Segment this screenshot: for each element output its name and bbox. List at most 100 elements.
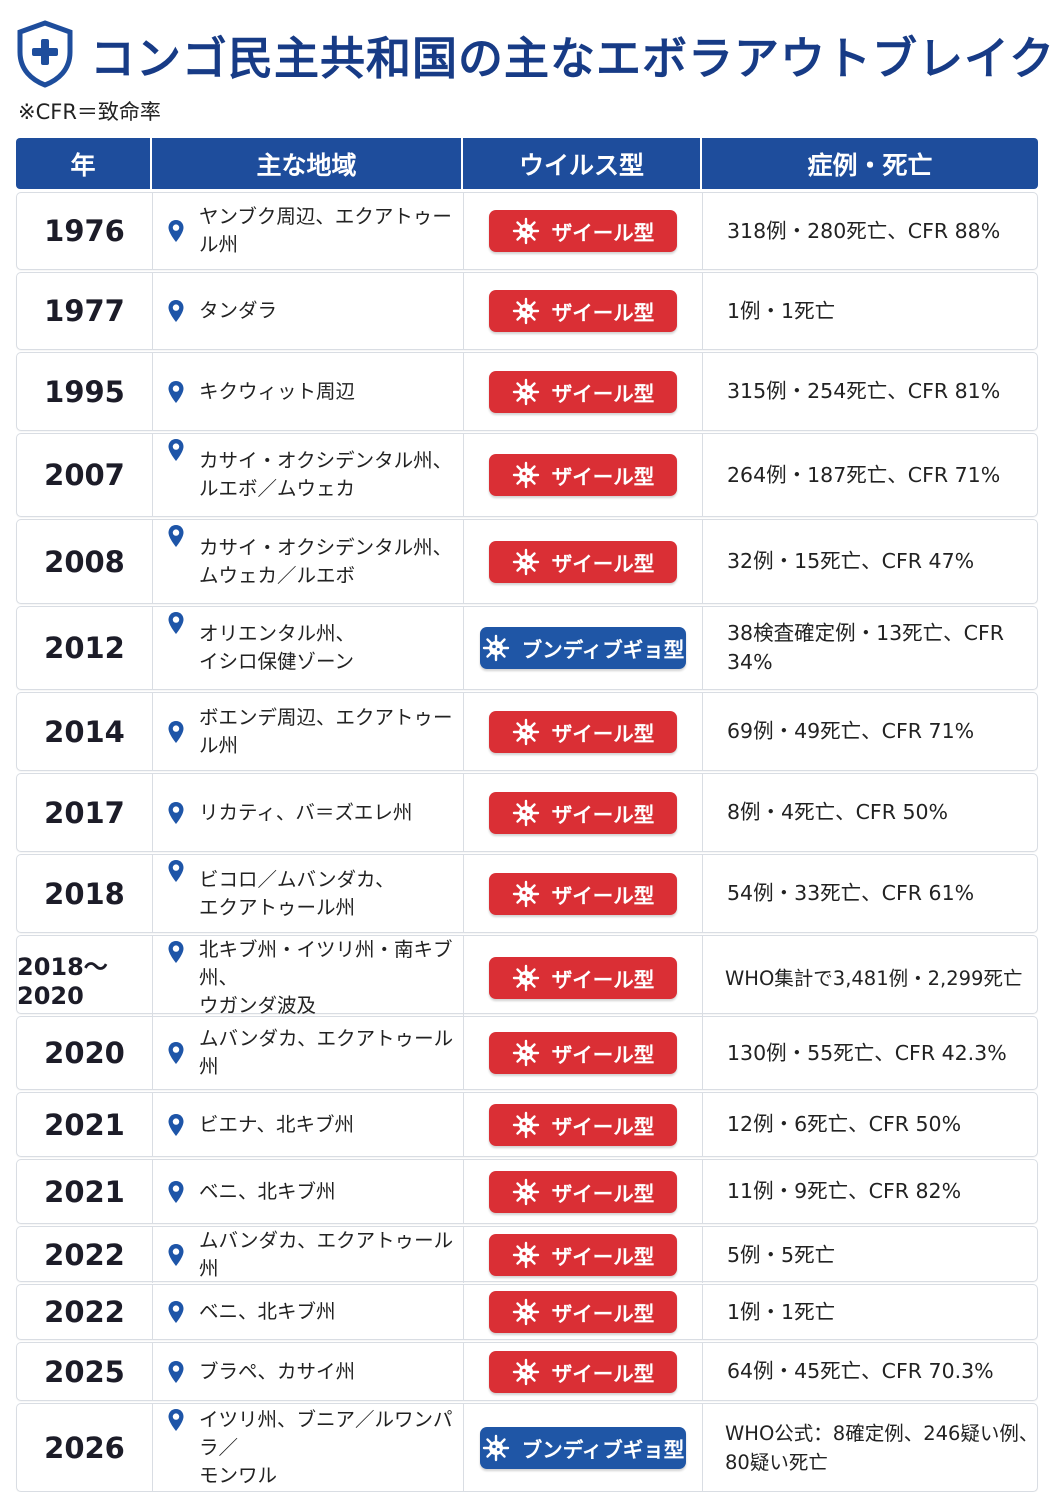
- virus-type-badge: ザイール型: [489, 1350, 677, 1393]
- year-cell: 2021: [17, 1160, 153, 1223]
- virus-type-cell: ザイール型: [464, 353, 703, 430]
- virus-icon: [512, 548, 539, 575]
- region-text: オリエンタル州、 イシロ保健ゾーン: [199, 622, 356, 673]
- virus-type-label: ザイール型: [551, 301, 655, 325]
- cases-cell: WHO公式：8確定例、246疑い例、 80疑い死亡: [725, 1421, 1039, 1474]
- year-cell: 1977: [17, 273, 153, 349]
- virus-type-label: ザイール型: [551, 883, 655, 908]
- virus-type-badge: ザイール型: [489, 1234, 677, 1276]
- virus-type-cell: ザイール型: [464, 193, 703, 269]
- year-cell: 2021: [17, 1093, 153, 1156]
- virus-type-badge: ザイール型: [489, 1103, 677, 1146]
- table-row-2022: 2022 ベニ、北キブ州: [16, 1284, 1038, 1340]
- virus-icon: [482, 1434, 509, 1461]
- region-text: キクウィット周辺: [199, 379, 356, 403]
- virus-type-badge: ザイール型: [489, 872, 677, 915]
- cases-cell: 8例・4死亡、CFR 50%: [727, 800, 949, 824]
- virus-type-cell: ザイール型: [464, 1343, 703, 1400]
- table-row-1977: 1977 タンダラ: [16, 272, 1038, 350]
- virus-icon: [512, 1358, 539, 1385]
- table-body: 1976 ヤンブク周辺、エクアトゥール州: [16, 192, 1038, 1492]
- year-cell: 2020: [17, 1017, 153, 1089]
- table-row-2014: 2014 ボエンデ周辺、エクアトゥール州: [16, 692, 1038, 771]
- region-cell: タンダラ: [153, 273, 464, 349]
- virus-type-label: ブンディブギョ型: [521, 1437, 685, 1462]
- region-cell: ムバンダカ、エクアトゥール州: [153, 1227, 464, 1283]
- table-row-1976: 1976 ヤンブク周辺、エクアトゥール州: [16, 192, 1038, 270]
- year-cell: 2017: [17, 774, 153, 851]
- virus-icon: [512, 1111, 539, 1138]
- location-pin-icon: [168, 1301, 184, 1323]
- virus-type-label: ザイール型: [551, 802, 655, 827]
- location-pin-icon: [168, 380, 184, 403]
- region-text: カサイ・オクシデンタル州、 ルエボ／ムウェカ: [199, 449, 453, 500]
- location-pin-icon: [168, 941, 184, 963]
- year-cell: 2022: [17, 1285, 153, 1339]
- outbreak-table: 年 主な地域 ウイルス型 症例・死亡 1976 ヤンブク周辺、エクアトゥール州: [16, 138, 1038, 1492]
- table-row-1995: 1995 キクウィット周辺: [16, 352, 1038, 431]
- virus-type-badge: ザイール型: [489, 290, 677, 332]
- location-pin-icon: [168, 1180, 184, 1203]
- virus-type-badge: ザイール型: [489, 210, 677, 252]
- col-type-header: ウイルス型: [463, 138, 702, 189]
- region-text: ブラペ、カサイ州: [199, 1359, 356, 1383]
- col-year-header: 年: [16, 138, 152, 189]
- virus-type-label: ザイール型: [551, 221, 655, 245]
- virus-type-cell: ザイール型: [464, 1227, 703, 1283]
- location-pin-icon: [168, 300, 184, 322]
- region-text: イツリ州、ブニア／ルワンパラ／ モンワル: [199, 1407, 453, 1487]
- region-cell: オリエンタル州、 イシロ保健ゾーン: [153, 607, 464, 689]
- virus-type-label: ザイール型: [551, 465, 655, 489]
- virus-type-badge: ザイール型: [489, 370, 677, 413]
- table-row-2021: 2021 ビエナ、北キブ州: [16, 1092, 1038, 1157]
- virus-icon: [512, 964, 539, 992]
- virus-type-label: ザイール型: [551, 381, 655, 406]
- region-cell: イツリ州、ブニア／ルワンパラ／ モンワル: [153, 1404, 464, 1491]
- location-pin-icon: [168, 860, 184, 882]
- year-cell: 1976: [17, 193, 153, 269]
- header: コンゴ民主共和国の主なエボラアウトブレイク: [16, 12, 1054, 92]
- location-pin-icon: [168, 720, 184, 743]
- virus-type-badge: ザイール型: [489, 957, 677, 999]
- region-text: タンダラ: [199, 299, 278, 322]
- region-cell: ヤンブク周辺、エクアトゥール州: [153, 193, 464, 269]
- virus-icon: [512, 378, 539, 405]
- location-pin-icon: [168, 1042, 184, 1064]
- region-cell: キクウィット周辺: [153, 353, 464, 430]
- virus-type-badge: ザイール型: [489, 1170, 677, 1213]
- virus-type-label: ザイール型: [551, 551, 655, 576]
- virus-type-cell: ザイール型: [464, 936, 703, 1020]
- virus-type-badge: ザイール型: [489, 1032, 677, 1074]
- year-cell: 2007: [17, 434, 153, 516]
- virus-type-label: ザイール型: [551, 1181, 655, 1206]
- cases-cell: 5例・5死亡: [727, 1242, 836, 1267]
- table-row-2007: 2007 カサイ・オクシデンタル州、 ルエボ／ムウェカ: [16, 433, 1038, 517]
- location-pin-icon: [168, 1409, 184, 1431]
- location-pin-icon: [168, 1244, 184, 1266]
- virus-type-cell: ブンディブギョ型: [464, 607, 703, 689]
- virus-type-label: ザイール型: [551, 1043, 655, 1067]
- virus-icon: [512, 1039, 539, 1067]
- region-text: ビコロ／ムバンダカ、 エクアトゥール州: [199, 867, 395, 919]
- cases-cell: 64例・45死亡、CFR 70.3%: [727, 1359, 994, 1383]
- region-text: ビエナ、北キブ州: [199, 1112, 355, 1136]
- shield-medical-icon: [17, 20, 73, 88]
- virus-type-cell: ザイール型: [464, 1285, 703, 1339]
- table-row-2018: 2018 ビコロ／ムバンダカ、 エクアトゥール州: [16, 854, 1038, 933]
- virus-type-badge: ザイール型: [489, 540, 677, 583]
- cases-cell: 11例・9死亡、CFR 82%: [727, 1179, 962, 1203]
- table-header: 年 主な地域 ウイルス型 症例・死亡: [16, 138, 1038, 189]
- virus-icon: [512, 799, 539, 826]
- virus-icon: [512, 217, 539, 245]
- virus-icon: [482, 634, 509, 662]
- region-cell: カサイ・オクシデンタル州、 ムウェカ／ルエボ: [153, 520, 464, 603]
- region-cell: ビエナ、北キブ州: [153, 1093, 464, 1156]
- cases-cell: 1例・1死亡: [727, 1299, 836, 1324]
- region-text: ムバンダカ、エクアトゥール州: [199, 1027, 454, 1078]
- table-row-2025: 2025 ブラペ、カサイ州: [16, 1342, 1038, 1401]
- virus-icon: [512, 1298, 539, 1326]
- year-cell: 2022: [17, 1227, 153, 1283]
- cases-cell: 32例・15死亡、CFR 47%: [727, 549, 975, 573]
- region-cell: ベニ、北キブ州: [153, 1285, 464, 1339]
- cases-cell: 69例・49死亡、CFR 71%: [727, 719, 975, 743]
